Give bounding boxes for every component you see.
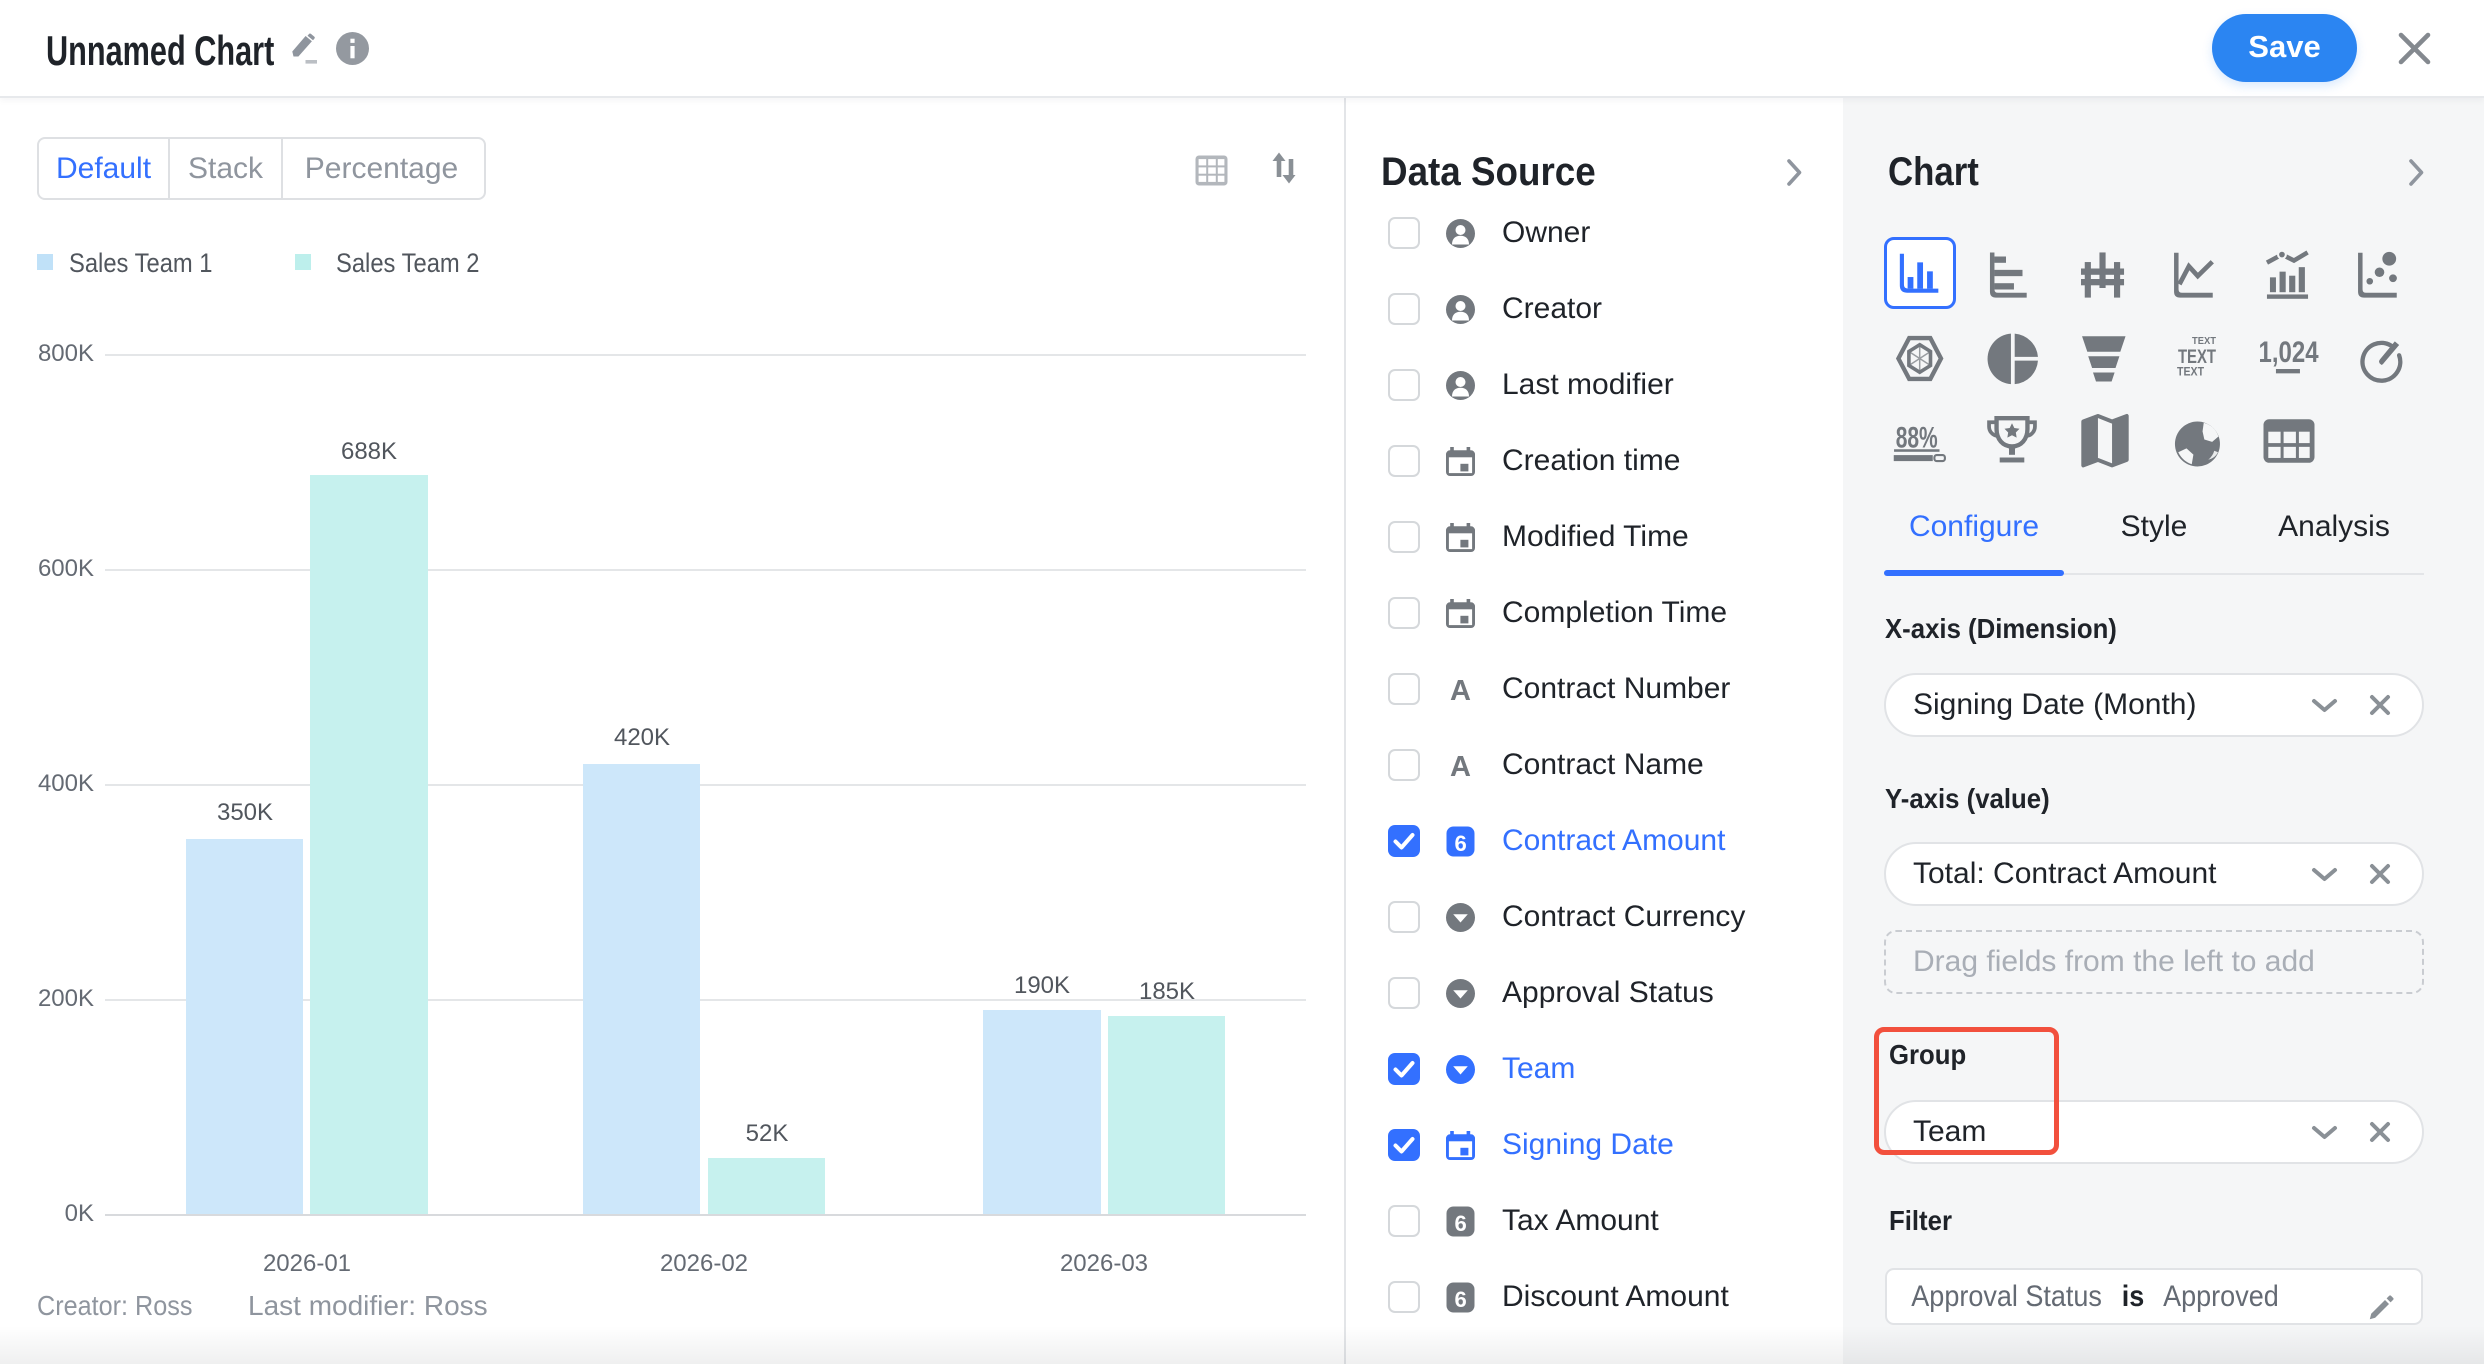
svg-text:A: A: [1450, 751, 1471, 781]
svg-text:6: 6: [1454, 1287, 1466, 1312]
svg-text:6: 6: [1454, 831, 1466, 856]
svg-text:88%: 88%: [1896, 422, 1938, 454]
svg-text:A: A: [1450, 675, 1471, 705]
svg-text:TEXT: TEXT: [2177, 365, 2205, 378]
svg-text:6: 6: [1454, 1211, 1466, 1236]
svg-text:TEXT: TEXT: [2192, 336, 2217, 347]
svg-text:1,024: 1,024: [2259, 336, 2319, 369]
svg-text:TEXT: TEXT: [2178, 346, 2216, 368]
